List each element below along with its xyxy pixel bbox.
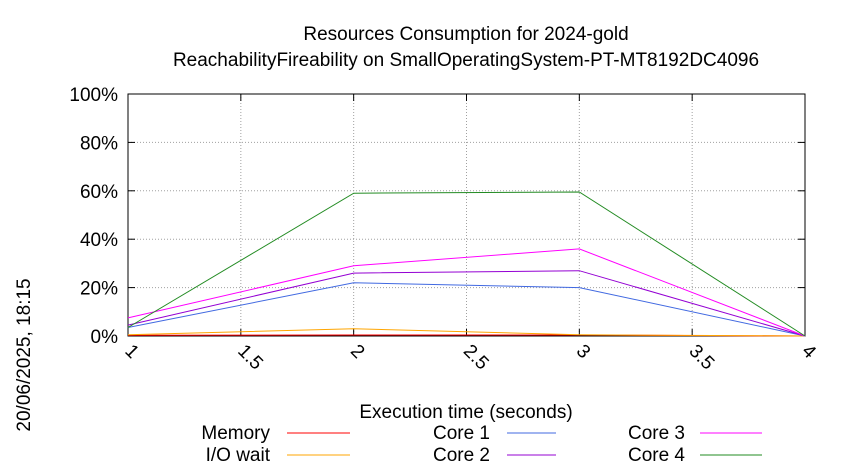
grid <box>128 94 805 336</box>
series-lines <box>127 191 806 337</box>
legend-label: I/O wait <box>206 445 271 466</box>
x-tick-label: 1 <box>120 341 142 363</box>
legend-label: Core 4 <box>628 445 685 466</box>
legend-label: Core 2 <box>433 445 490 466</box>
y-tick-label: 20% <box>80 279 118 300</box>
series-line-core-2 <box>127 270 806 337</box>
y-tick-label: 80% <box>80 133 118 154</box>
x-tick-label: 3 <box>572 341 594 363</box>
chart-subtitle: ReachabilityFireability on SmallOperatin… <box>173 50 759 71</box>
x-tick-label: 4 <box>797 341 820 364</box>
series-line-core-4 <box>127 191 806 337</box>
y-tick-label: 100% <box>69 85 118 106</box>
y-tick-label: 0% <box>91 327 119 348</box>
x-tick-label: 3.5 <box>685 341 719 375</box>
series-line-i-o-wait <box>127 328 806 337</box>
x-tick-label: 2.5 <box>459 341 493 375</box>
x-tick-label: 2 <box>346 341 368 363</box>
legend-label: Memory <box>201 423 270 444</box>
legend-label: Core 1 <box>433 423 490 444</box>
x-axis-label: Execution time (seconds) <box>359 402 572 423</box>
series-line-core-1 <box>127 282 806 337</box>
series-line-core-3 <box>127 248 806 337</box>
y-axis-ticks: 0% 20% 40% 60% 80% 100% <box>69 85 805 348</box>
timestamp-label: 20/06/2025, 18:15 <box>14 278 35 431</box>
legend-label: Core 3 <box>628 423 685 444</box>
x-tick-label: 1.5 <box>233 341 267 375</box>
chart-title: Resources Consumption for 2024-gold <box>303 24 628 45</box>
y-tick-label: 40% <box>80 230 118 251</box>
y-tick-label: 60% <box>80 182 118 203</box>
